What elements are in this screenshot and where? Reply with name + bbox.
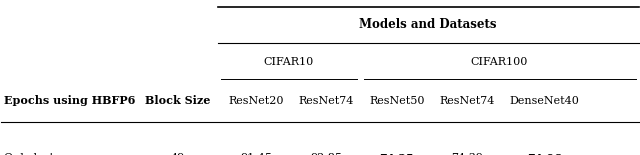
Text: 74.06: 74.06 [527,153,561,155]
Text: DenseNet40: DenseNet40 [509,96,579,106]
Text: CIFAR10: CIFAR10 [264,57,314,67]
Text: Models and Datasets: Models and Datasets [360,18,497,31]
Text: ResNet20: ResNet20 [228,96,284,106]
Text: CIFAR100: CIFAR100 [471,57,528,67]
Text: ResNet50: ResNet50 [369,96,424,106]
Text: 49: 49 [170,153,185,155]
Text: 92.85: 92.85 [310,153,342,155]
Text: ResNet74: ResNet74 [440,96,495,106]
Text: 91.45: 91.45 [240,153,272,155]
Text: Only last: Only last [4,153,54,155]
Text: 74.39: 74.39 [451,153,483,155]
Text: Block Size: Block Size [145,95,211,106]
Text: Epochs using HBFP6: Epochs using HBFP6 [4,95,135,106]
Text: 74.25: 74.25 [380,153,414,155]
Text: ResNet74: ResNet74 [299,96,354,106]
